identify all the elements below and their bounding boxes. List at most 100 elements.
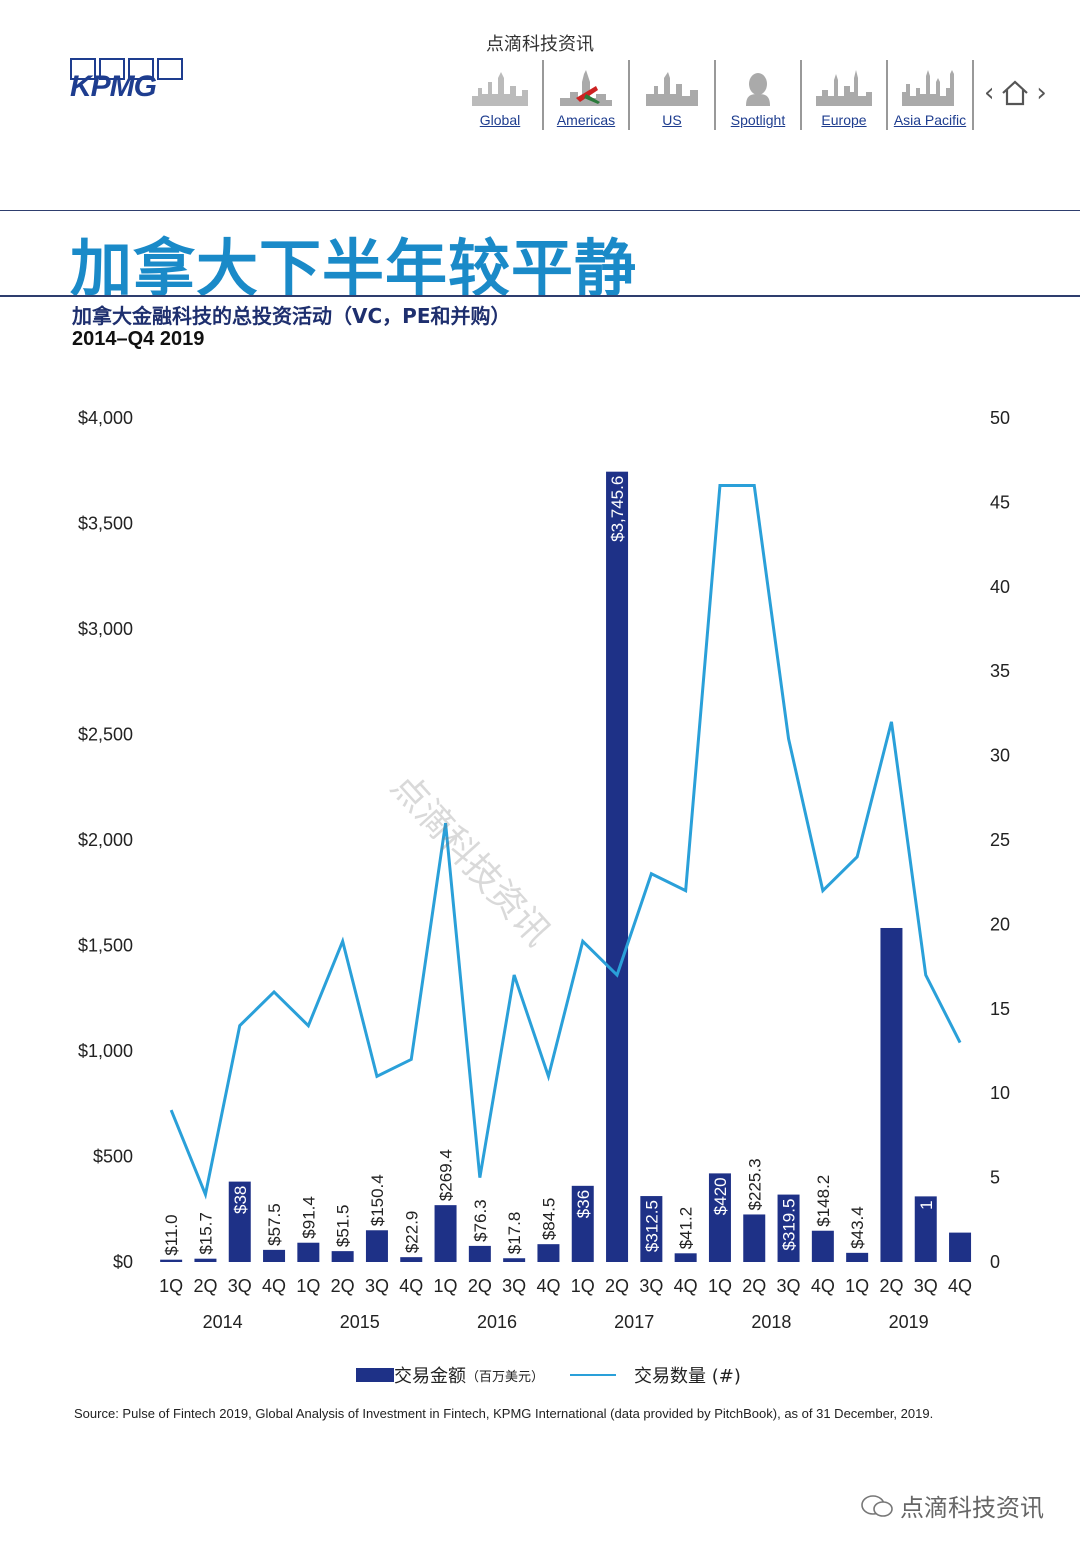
y-right-tick-label: 40 [990, 577, 1010, 597]
x-tick-label: 3Q [639, 1276, 663, 1296]
y-right-tick-label: 45 [990, 492, 1010, 512]
bottom-watermark: 点滴科技资讯 [860, 1488, 1044, 1523]
y-left-tick-label: $1,500 [78, 936, 133, 956]
x-tick-label: 1Q [571, 1276, 595, 1296]
legend-bar-swatch [356, 1368, 394, 1382]
x-year-label: 2014 [203, 1312, 243, 1332]
bar [400, 1257, 422, 1262]
x-tick-label: 1Q [845, 1276, 869, 1296]
bar-data-label: $225.3 [745, 1158, 764, 1210]
x-tick-label: 4Q [262, 1276, 286, 1296]
bar [366, 1230, 388, 1262]
x-tick-label: 2Q [742, 1276, 766, 1296]
y-left-tick-label: $2,000 [78, 830, 133, 850]
bottom-watermark-text: 点滴科技资讯 [900, 1488, 1044, 1523]
x-year-label: 2016 [477, 1312, 517, 1332]
x-tick-label: 2Q [879, 1276, 903, 1296]
bar-data-label: $36 [574, 1190, 593, 1218]
bar [435, 1205, 457, 1262]
x-year-label: 2019 [889, 1312, 929, 1332]
y-right-tick-label: 5 [990, 1168, 1000, 1188]
source-note: Source: Pulse of Fintech 2019, Global An… [74, 1406, 933, 1421]
y-right-tick-label: 25 [990, 830, 1010, 850]
bar [880, 928, 902, 1262]
bar-data-label: $22.9 [402, 1211, 421, 1254]
x-tick-label: 2Q [468, 1276, 492, 1296]
y-left-tick-label: $3,000 [78, 619, 133, 639]
x-tick-label: 1Q [159, 1276, 183, 1296]
bar-data-label: $148.2 [814, 1175, 833, 1227]
bar-data-label: $269.4 [437, 1149, 456, 1201]
x-tick-label: 4Q [536, 1276, 560, 1296]
bar-data-label: 1 [917, 1200, 936, 1209]
legend-bar-unit: （百万美元） [466, 1366, 544, 1385]
bar [332, 1251, 354, 1262]
x-tick-label: 2Q [331, 1276, 355, 1296]
legend-line-label: 交易数量 (#) [634, 1362, 741, 1388]
x-tick-label: 4Q [948, 1276, 972, 1296]
bar-data-label: $420 [711, 1177, 730, 1215]
bar-data-label: $41.2 [677, 1207, 696, 1250]
y-left-tick-label: $3,500 [78, 514, 133, 534]
y-left-tick-label: $0 [113, 1252, 133, 1272]
y-left-tick-label: $2,500 [78, 725, 133, 745]
y-right-tick-label: 10 [990, 1083, 1010, 1103]
y-right-tick-label: 0 [990, 1252, 1000, 1272]
y-right-tick-label: 35 [990, 661, 1010, 681]
bar-data-label: $91.4 [299, 1196, 318, 1239]
y-right-tick-label: 20 [990, 914, 1010, 934]
bar-data-label: $3,745.6 [608, 476, 627, 542]
bar-data-label: $11.0 [162, 1214, 181, 1255]
x-tick-label: 3Q [914, 1276, 938, 1296]
x-tick-label: 1Q [434, 1276, 458, 1296]
x-tick-label: 1Q [296, 1276, 320, 1296]
bar [469, 1246, 491, 1262]
x-tick-label: 4Q [811, 1276, 835, 1296]
chart-legend: 交易金额 （百万美元） 交易数量 (#) [356, 1362, 741, 1388]
x-tick-label: 4Q [399, 1276, 423, 1296]
bar-data-label: $312.5 [642, 1200, 661, 1252]
x-tick-label: 3Q [777, 1276, 801, 1296]
x-tick-label: 4Q [674, 1276, 698, 1296]
chat-bubble-icon [860, 1494, 894, 1518]
y-left-tick-label: $500 [93, 1147, 133, 1167]
bar [297, 1243, 319, 1262]
legend-line-swatch [570, 1374, 616, 1376]
bar [743, 1214, 765, 1262]
bar-data-label: $84.5 [539, 1198, 558, 1241]
y-right-tick-label: 15 [990, 999, 1010, 1019]
x-tick-label: 2Q [605, 1276, 629, 1296]
bar-data-label: $76.3 [471, 1199, 490, 1242]
x-tick-label: 3Q [365, 1276, 389, 1296]
y-right-tick-label: 50 [990, 408, 1010, 428]
x-tick-label: 3Q [228, 1276, 252, 1296]
bar [949, 1233, 971, 1262]
y-left-tick-label: $1,000 [78, 1041, 133, 1061]
bar-data-label: $57.5 [265, 1203, 284, 1246]
y-right-tick-label: 30 [990, 746, 1010, 766]
bar [503, 1258, 525, 1262]
bar-data-label: $51.5 [334, 1205, 353, 1248]
x-tick-label: 2Q [193, 1276, 217, 1296]
x-year-label: 2018 [751, 1312, 791, 1332]
legend-bar-label: 交易金额 [394, 1362, 466, 1388]
bar [606, 472, 628, 1262]
bar-data-label: $38 [231, 1186, 250, 1214]
bar [537, 1244, 559, 1262]
bar [160, 1260, 182, 1262]
bar-data-label: $43.4 [848, 1206, 867, 1249]
x-year-label: 2017 [614, 1312, 654, 1332]
bar [194, 1259, 216, 1262]
bar-data-label: $319.5 [780, 1199, 799, 1251]
x-year-label: 2015 [340, 1312, 380, 1332]
bar [675, 1253, 697, 1262]
bar [812, 1231, 834, 1262]
bar-data-label: $150.4 [368, 1174, 387, 1226]
bar-data-label: $15.7 [196, 1212, 215, 1255]
x-tick-label: 1Q [708, 1276, 732, 1296]
bar [846, 1253, 868, 1262]
bar [263, 1250, 285, 1262]
x-tick-label: 3Q [502, 1276, 526, 1296]
bar-data-label: $17.8 [505, 1212, 524, 1255]
